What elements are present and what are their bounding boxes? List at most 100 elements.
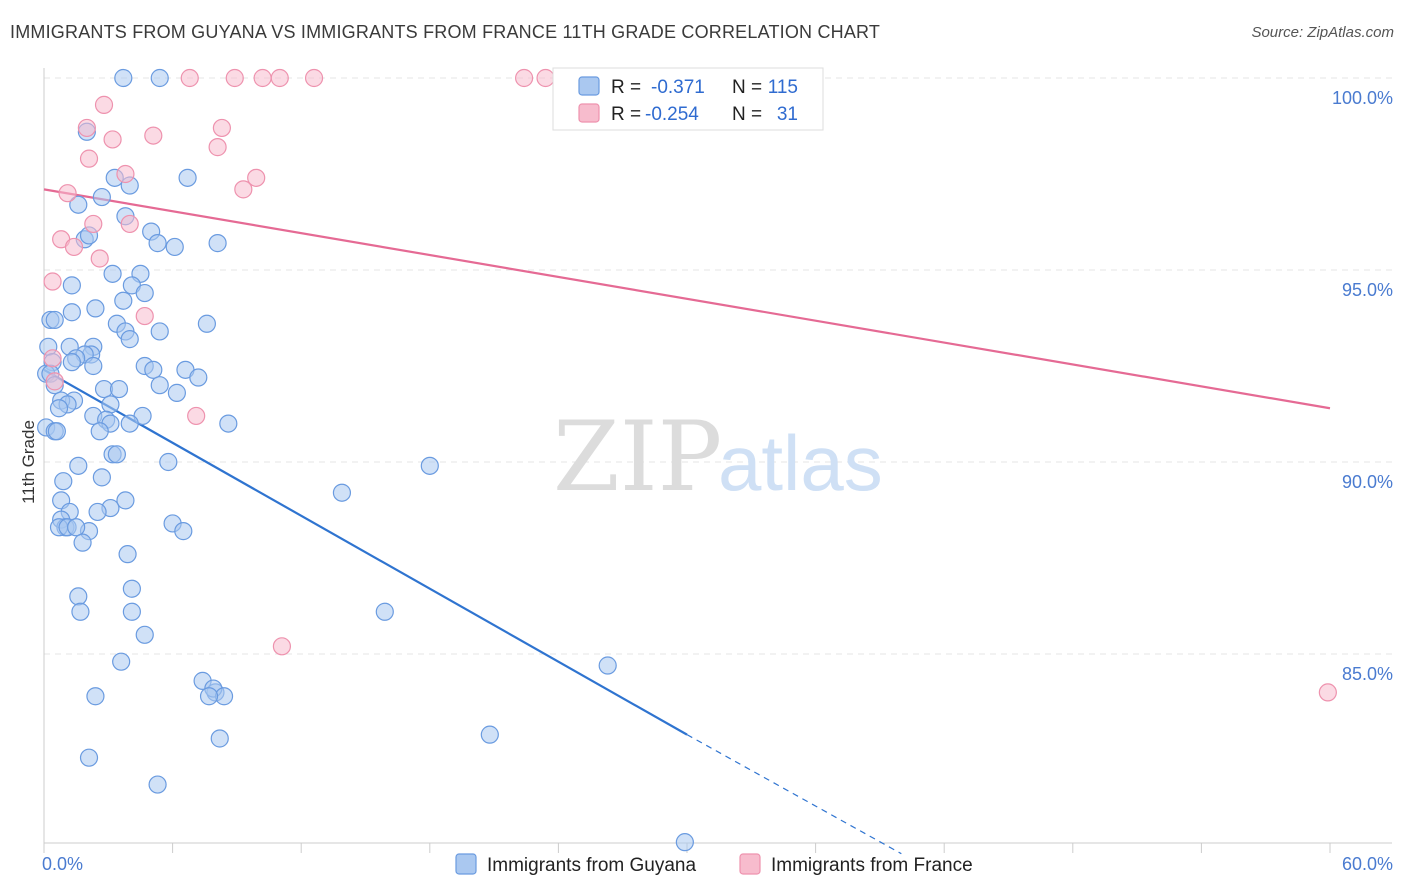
- data-point: [144, 360, 163, 379]
- data-point: [332, 483, 352, 502]
- data-point: [135, 283, 154, 303]
- y-ticks: 85.0% 90.0% 95.0% 100.0%: [1332, 88, 1393, 684]
- data-point: [67, 518, 86, 537]
- x-tick-label: 60.0%: [1342, 854, 1393, 874]
- data-point: [159, 452, 178, 472]
- data-point: [178, 168, 197, 187]
- data-point: [114, 291, 133, 310]
- data-point: [86, 687, 105, 706]
- data-point: [212, 118, 231, 138]
- data-point: [150, 68, 169, 88]
- data-point: [135, 625, 154, 644]
- data-point: [219, 414, 238, 433]
- data-point: [165, 237, 184, 257]
- watermark-zip: ZIP: [553, 401, 722, 513]
- data-point: [122, 602, 141, 621]
- legend-n-label-guyana: N =: [732, 77, 762, 98]
- data-point: [62, 303, 81, 322]
- data-point: [116, 164, 135, 184]
- data-point: [304, 68, 324, 88]
- data-point: [1318, 683, 1337, 702]
- chart-title: IMMIGRANTS FROM GUYANA VS IMMIGRANTS FRO…: [10, 22, 881, 42]
- gridlines: [44, 77, 1392, 655]
- data-point: [49, 399, 69, 418]
- y-tick-label: 90.0%: [1342, 472, 1393, 492]
- data-point: [174, 522, 193, 541]
- legend-n-value-guyana: 115: [768, 77, 798, 98]
- data-point: [62, 353, 81, 372]
- points-france: [43, 68, 1337, 702]
- data-point: [515, 68, 534, 88]
- legend-r-label-guyana: R =: [611, 77, 641, 98]
- trend-line-extension: [686, 734, 902, 855]
- data-point: [120, 214, 139, 234]
- data-point: [180, 68, 199, 88]
- bottom-legend-swatch-guyana: [455, 853, 477, 875]
- y-axis-label: 11th Grade: [19, 420, 38, 504]
- bottom-legend-label-france: Immigrants from France: [771, 855, 973, 876]
- data-point: [144, 126, 163, 145]
- watermark: ZIP atlas: [553, 401, 883, 513]
- data-point: [167, 383, 186, 402]
- x-tick-label: 0.0%: [42, 854, 83, 874]
- data-point: [150, 322, 169, 341]
- data-point: [54, 472, 73, 491]
- y-tick-label: 95.0%: [1342, 280, 1393, 300]
- data-point: [270, 68, 289, 88]
- data-point: [62, 276, 81, 295]
- legend-swatch-guyana: [578, 76, 600, 96]
- data-point: [77, 118, 96, 138]
- data-point: [84, 356, 103, 376]
- data-point: [45, 310, 64, 330]
- data-point: [112, 652, 131, 671]
- data-point: [64, 237, 84, 257]
- data-point: [114, 68, 133, 88]
- data-point: [253, 68, 272, 88]
- y-tick-label: 100.0%: [1332, 88, 1393, 108]
- data-point: [420, 456, 439, 475]
- data-point: [480, 725, 499, 744]
- data-point: [199, 687, 219, 706]
- data-point: [187, 406, 206, 426]
- data-point: [120, 330, 139, 349]
- data-point: [150, 376, 169, 395]
- watermark-atlas: atlas: [718, 419, 883, 507]
- data-point: [92, 468, 111, 487]
- legend-swatch-france: [578, 103, 600, 123]
- data-point: [69, 456, 88, 475]
- data-point: [148, 775, 167, 794]
- data-point: [69, 195, 88, 214]
- points-guyana: [37, 68, 694, 852]
- data-point: [197, 314, 216, 333]
- data-point: [210, 729, 229, 748]
- data-point: [675, 833, 694, 852]
- data-point: [45, 372, 64, 391]
- data-point: [86, 299, 105, 318]
- bottom-legend: Immigrants from Guyana Immigrants from F…: [455, 853, 973, 876]
- data-point: [122, 579, 141, 598]
- stats-legend: R = -0.371 N = 115 R = -0.254 N = 31: [552, 67, 824, 131]
- bottom-legend-label-guyana: Immigrants from Guyana: [487, 855, 696, 876]
- data-point: [234, 180, 253, 199]
- data-point: [94, 95, 114, 114]
- data-point: [84, 214, 103, 234]
- bottom-legend-swatch-france: [739, 853, 761, 875]
- legend-r-value-france: -0.254: [645, 104, 699, 125]
- x-ticks: 0.0% 60.0%: [42, 854, 1393, 874]
- data-point: [90, 422, 109, 441]
- legend-n-label-france: N =: [732, 104, 762, 125]
- data-point: [43, 349, 62, 368]
- data-point: [103, 264, 122, 283]
- data-point: [107, 445, 126, 464]
- legend-n-value-france: 31: [777, 104, 798, 125]
- data-point: [73, 533, 92, 552]
- legend-r-value-guyana: -0.371: [651, 77, 705, 98]
- chart-source: Source: ZipAtlas.com: [1251, 24, 1394, 41]
- data-point: [92, 187, 111, 207]
- trend-lines: [43, 188, 1331, 855]
- data-point: [71, 602, 90, 621]
- data-point: [247, 168, 266, 187]
- data-point: [118, 545, 137, 564]
- data-point: [598, 656, 617, 675]
